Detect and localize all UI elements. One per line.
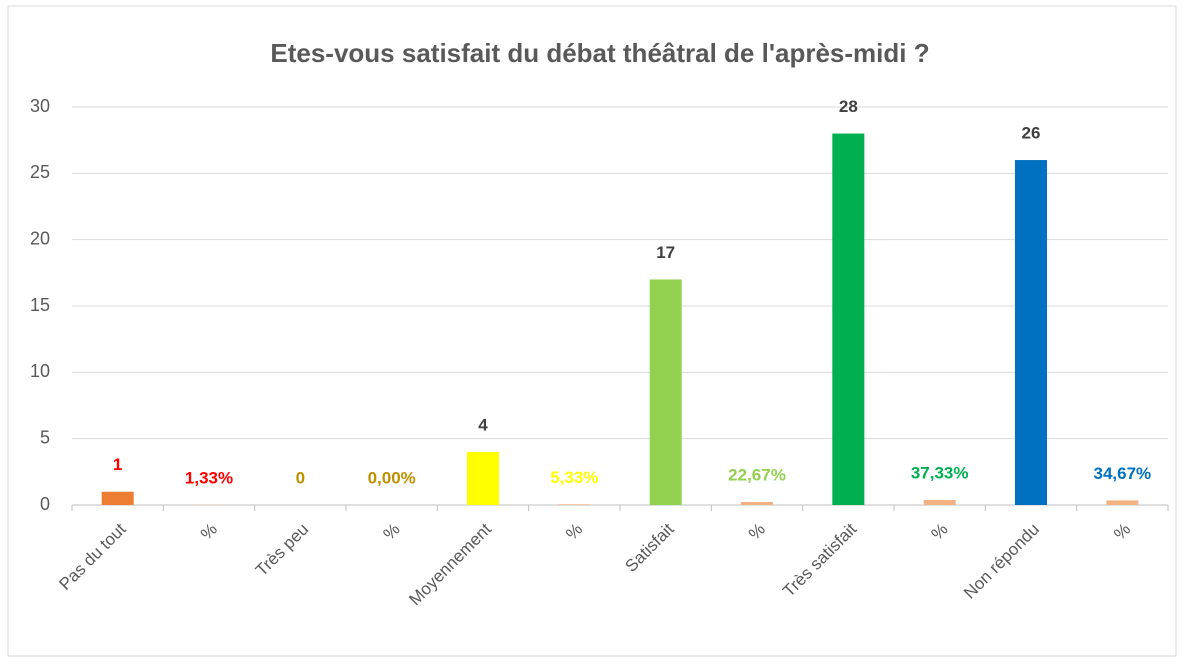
data-label: 17 [656, 243, 675, 262]
data-label: 37,33% [911, 464, 969, 483]
data-label: 28 [839, 97, 858, 116]
y-tick-label: 20 [30, 228, 50, 248]
data-label: 1 [113, 455, 122, 474]
data-label: 1,33% [185, 468, 233, 487]
data-label: 34,67% [1093, 464, 1151, 483]
data-label: 26 [1022, 124, 1041, 143]
bar [102, 492, 134, 505]
bar [1015, 160, 1047, 505]
y-tick-label: 10 [30, 361, 50, 381]
data-label: 22,67% [728, 465, 786, 484]
data-label: 0 [296, 468, 305, 487]
y-tick-label: 15 [30, 295, 50, 315]
y-tick-label: 0 [40, 494, 50, 514]
data-label: 4 [478, 415, 488, 434]
bar [650, 279, 682, 505]
bar [741, 502, 773, 505]
data-label: 0,00% [368, 468, 416, 487]
bar [832, 134, 864, 505]
bar [924, 500, 956, 505]
bar [1106, 500, 1138, 505]
y-tick-label: 30 [30, 96, 50, 116]
bar [558, 504, 590, 505]
data-label: 5,33% [550, 468, 598, 487]
bar [467, 452, 499, 505]
y-tick-label: 5 [40, 427, 50, 447]
chart-title: Etes-vous satisfait du débat théâtral de… [270, 38, 929, 68]
y-tick-label: 25 [30, 162, 50, 182]
